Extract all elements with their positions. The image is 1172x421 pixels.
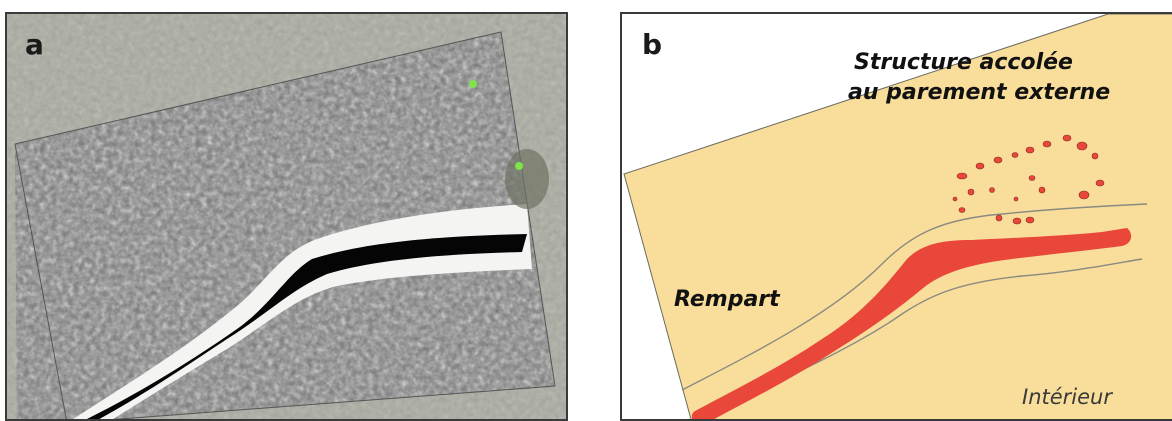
marker-point (469, 80, 477, 88)
rempart-label: Rempart (674, 287, 780, 312)
structure-label-line2: au parement externe (848, 80, 1111, 105)
wall-halo (67, 204, 532, 419)
panel-letter-b: b (642, 28, 663, 61)
survey-zone (623, 14, 1172, 419)
interieur-label: Intérieur (1022, 385, 1112, 409)
interpretation-map (623, 14, 1172, 419)
panel-a-survey-image: a (5, 12, 568, 421)
wall-anomaly (87, 234, 527, 419)
survey-image (7, 14, 566, 419)
rampart-wall (691, 228, 1132, 419)
rampart-outer-edge (681, 203, 1148, 391)
structure-label-line1: Structure accolée (854, 50, 1073, 75)
panel-letter-a: a (25, 28, 44, 61)
marker-point (515, 162, 523, 170)
panel-b-interpretation: b Structure accolée au parement externe … (620, 12, 1172, 421)
attached-structure (952, 134, 1105, 225)
